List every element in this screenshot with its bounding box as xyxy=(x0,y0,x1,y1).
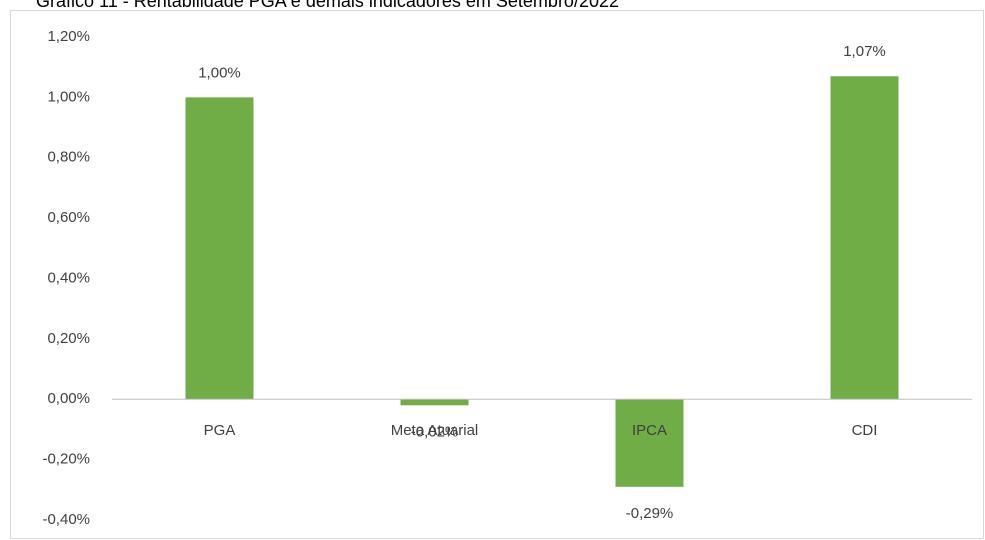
bar xyxy=(400,399,469,406)
y-tick-label: 1,00% xyxy=(47,88,90,105)
value-label: -0,29% xyxy=(626,505,674,522)
bar xyxy=(615,399,684,487)
x-tick-label: PGA xyxy=(204,422,236,439)
value-label: 1,00% xyxy=(198,64,241,81)
y-tick-label: 0,20% xyxy=(47,330,90,347)
y-tick-label: 0,80% xyxy=(47,149,90,166)
y-tick-label: 1,20% xyxy=(47,28,90,45)
y-tick-label: 0,40% xyxy=(47,269,90,286)
x-tick-label: IPCA xyxy=(632,422,667,439)
y-tick-label: 0,00% xyxy=(47,390,90,407)
y-tick-label: 0,60% xyxy=(47,209,90,226)
value-label: -0,02% xyxy=(411,423,459,440)
chart-frame xyxy=(10,10,984,539)
y-tick-label: -0,20% xyxy=(42,451,90,468)
bar xyxy=(185,97,254,400)
value-label: 1,07% xyxy=(843,43,886,60)
y-tick-label: -0,40% xyxy=(42,511,90,528)
x-tick-label: Meta Atuarial xyxy=(391,422,479,439)
x-tick-label: CDI xyxy=(852,422,878,439)
bar xyxy=(830,76,899,400)
chart-title: Gráfico 11 - Rentabilidade PGA e demais … xyxy=(36,0,619,11)
